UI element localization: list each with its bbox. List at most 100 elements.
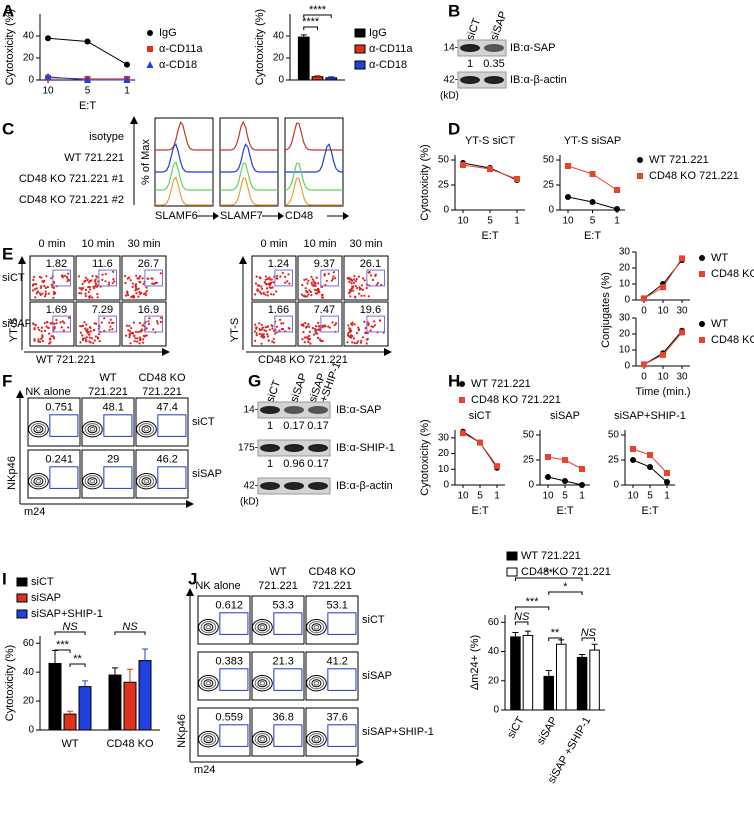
event-dot <box>156 320 159 323</box>
event-dot <box>358 292 361 295</box>
series-line <box>632 459 668 483</box>
event-dot <box>312 284 315 287</box>
event-dot <box>87 291 90 294</box>
marker <box>699 337 705 343</box>
event-dot <box>307 340 310 344</box>
event-dot <box>355 278 358 281</box>
event-dot <box>279 275 282 278</box>
marker <box>641 295 647 302</box>
bracket <box>54 649 71 653</box>
event-dot <box>129 342 132 345</box>
event-dot <box>84 288 88 291</box>
row-label: WT 721.221 <box>64 152 124 164</box>
event-dot <box>302 323 305 326</box>
event-dot <box>308 330 311 333</box>
contour <box>84 475 101 488</box>
event-dot <box>51 335 55 338</box>
error-bar <box>591 643 598 651</box>
event-dot <box>266 294 269 297</box>
gate-value: 37.6 <box>326 712 347 724</box>
column-header: 30 min <box>127 238 160 250</box>
event-dot <box>270 293 273 296</box>
annotation: NS <box>122 621 138 633</box>
y-tick-label: 50 <box>523 430 535 441</box>
contour <box>308 677 325 690</box>
contour <box>257 679 268 688</box>
band <box>284 444 304 452</box>
event-dot <box>316 336 320 339</box>
event-dot <box>349 295 352 298</box>
annotation: NS <box>62 621 78 633</box>
gate-value: 48.1 <box>102 402 123 414</box>
y-tick-label: 50 <box>608 430 620 441</box>
event-dot <box>263 335 266 338</box>
event-dot <box>108 321 111 324</box>
column-header: 0 min <box>261 238 288 250</box>
bar <box>510 636 521 711</box>
legend-swatch <box>354 44 366 54</box>
event-dot <box>156 322 159 325</box>
contour <box>254 621 271 634</box>
event-dot <box>261 287 264 290</box>
event-dot <box>95 322 98 325</box>
marker <box>614 187 620 193</box>
event-dot <box>90 279 93 282</box>
event-dot <box>93 339 96 342</box>
contour <box>203 679 214 688</box>
event-dot <box>45 325 48 328</box>
histogram-curve <box>155 161 213 191</box>
gate <box>366 315 385 333</box>
event-dot <box>264 278 267 281</box>
row-label: siSAP+SHIP-1 <box>362 726 434 738</box>
event-dot <box>349 336 352 339</box>
y-tick-label: 20 <box>438 448 450 459</box>
contour <box>308 733 325 746</box>
event-dot <box>300 293 303 296</box>
bracket <box>514 621 529 625</box>
event-dot <box>41 280 44 283</box>
event-dot <box>365 338 368 341</box>
event-dot <box>82 324 85 327</box>
event-dot <box>85 336 88 339</box>
arrow-head <box>186 588 194 596</box>
x-axis-label: E:T <box>79 100 96 112</box>
chart-title: siSAP+SHIP-1 <box>614 410 686 422</box>
event-dot <box>258 332 261 336</box>
event-dot <box>96 296 99 299</box>
event-dot <box>137 287 140 290</box>
event-dot <box>81 287 85 290</box>
y-tick-label: 25 <box>523 455 535 466</box>
gate-value: 0.612 <box>215 600 243 612</box>
event-dot <box>359 341 363 344</box>
x-tick-label: 10 <box>627 491 639 502</box>
event-dot <box>135 288 139 291</box>
event-dot <box>139 275 142 278</box>
legend-label: WT 721.221 <box>471 378 531 390</box>
event-dot <box>108 281 111 284</box>
event-dot <box>305 326 308 329</box>
event-dot <box>128 324 131 327</box>
event-dot <box>78 292 81 295</box>
event-dot <box>317 328 320 331</box>
histogram-frame <box>219 117 279 207</box>
event-dot <box>97 337 100 340</box>
event-dot <box>67 279 71 282</box>
event-dot <box>308 289 311 292</box>
event-dot <box>86 278 89 281</box>
event-dot <box>262 291 265 294</box>
contour <box>138 423 155 436</box>
event-dot <box>139 293 142 296</box>
event-dot <box>280 328 283 331</box>
event-dot <box>41 292 44 295</box>
event-dot <box>125 334 128 337</box>
y-tick-label: 0 <box>443 205 449 216</box>
legend-label: siCT <box>31 576 54 588</box>
event-dot <box>33 275 36 278</box>
y-tick-label: 0 <box>278 75 284 86</box>
bar <box>138 660 152 731</box>
event-dot <box>148 317 151 320</box>
event-dot <box>265 329 268 333</box>
contour <box>254 733 271 746</box>
event-dot <box>133 340 136 343</box>
flow-plot <box>121 255 167 301</box>
